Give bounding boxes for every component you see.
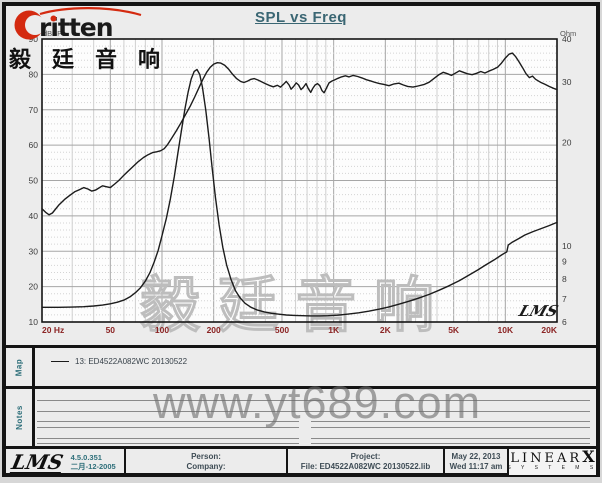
note-rule-line [37,443,299,444]
note-rule-line [311,421,590,422]
footer-project-cell: Project: File: ED4522A082WC 20130522.lib [288,449,445,475]
note-rule-line [37,400,590,401]
plot-border [41,38,558,323]
note-rule-line [37,411,590,412]
header-band: SPL vs Freq [6,6,596,30]
horizontal-gridlines [42,38,557,323]
version-number: 4.5.0.351 [70,453,102,462]
logo-text: ritten [39,13,113,42]
map-content: 13: ED4522A082WC 20130522 [35,348,596,386]
plot-watermark: 毅廷音响 [140,271,452,341]
y-left-tick-label: 40 [29,211,39,221]
notes-label-cell: Notes [6,389,35,446]
note-rule-line [37,421,299,422]
impedance-curve [41,68,558,317]
report-date: May 22, 2013 [451,452,501,461]
note-rule-line [37,438,299,439]
svg-text:LMS: LMS [516,302,561,320]
spl-curve [41,52,558,216]
spl-freq-chart: 毅廷音响 20 Hz 50 100 200 500 1K 2K 5K 10K 20K 90 80 70 60… [29,30,577,342]
x-tick-label: 100 [155,325,169,335]
inplot-lms-logo: LMS [516,302,561,320]
linearx-x: X [582,449,595,466]
legend-entry: 13: ED4522A082WC 20130522 [51,357,187,366]
x-tick-label: 2K [380,325,392,335]
y-left-tick-label: 30 [29,246,39,256]
x-tick-label: 200 [207,325,221,335]
linearx-logo: LINEARX [510,449,595,466]
x-tick-label: 10K [498,325,514,335]
y-right-tick-label: 10 [562,241,572,251]
y-left-tick-label: 60 [29,140,39,150]
y-right-tick-label: 40 [562,34,572,44]
notes-content: www.yt689.com [35,377,596,446]
y-left-tick-label: 90 [29,34,39,44]
note-rule-line [311,443,590,444]
y-left-tick-label: 80 [29,69,39,79]
note-rule-line [311,438,590,439]
legend-entry-label: 13: ED4522A082WC 20130522 [75,357,188,366]
footer-linearx-cell: LINEARX S Y S T E M S [509,449,596,475]
footer-band: LMS 4.5.0.351 二月-12-2005 Person: Company… [6,446,596,475]
x-tick-label: 500 [275,325,289,335]
y-left-labels: 90 80 70 60 50 40 30 20 10 dBSPL [29,30,67,327]
x-axis-labels: 20 Hz 50 100 200 500 1K 2K 5K 10K 20K [42,325,558,335]
y-right-tick-label: 7 [562,294,567,304]
x-tick-label: 5K [448,325,460,335]
version-date: 二月-12-2005 [70,462,116,471]
y-right-tick-label: 30 [562,77,572,87]
report-frame: SPL vs Freq ritten 毅廷音响 毅廷音响 20 Hz 50 100 20… [2,2,600,477]
person-label: Person: [191,452,221,461]
linearx-systems: S Y S T E M S [509,464,596,471]
report-time: Wed 11:17 am [449,462,503,471]
y-right-tick-label: 9 [562,257,567,267]
page-title: SPL vs Freq [255,9,347,26]
logo-i-dot [50,15,57,22]
y-left-tick-label: 50 [29,176,39,186]
map-label: Map [14,358,24,376]
y-right-tick-label: 20 [562,137,572,147]
y-right-axis-title: Ohm [560,30,576,38]
footer-person-cell: Person: Company: [126,449,288,475]
y-right-labels: 40 30 20 10 9 8 7 6 Ohm [560,30,576,327]
project-file: File: ED4522A082WC 20130522.lib [300,462,431,471]
footer-lms-cell: LMS 4.5.0.351 二月-12-2005 [6,449,126,475]
lms-logo: LMS [9,449,66,474]
x-tick-label: 1K [328,325,340,335]
footer-date-cell: May 22, 2013 Wed 11:17 am [445,449,509,475]
brand-chinese-text: 毅廷音响 [9,48,182,73]
chart-section: 毅廷音响 20 Hz 50 100 200 500 1K 2K 5K 10K 20K 90 80 70 60… [6,30,596,345]
legend-line-swatch [51,361,69,362]
brand-logo: ritten [12,7,144,43]
note-rule-line [311,427,590,428]
notes-band: Notes www.yt689.com [6,377,596,446]
y-left-tick-label: 20 [29,282,39,292]
logo-swoosh-arc [39,7,142,17]
y-right-tick-label: 8 [562,274,567,284]
note-rule-line [37,427,299,428]
site-watermark: www.yt689.com [153,377,482,428]
company-label: Company: [186,462,226,471]
x-tick-label: 20 Hz [42,325,64,335]
version-block: 4.5.0.351 二月-12-2005 [71,453,116,471]
y-left-tick-label: 10 [29,317,39,327]
y-left-axis-title: dBSPL [43,30,66,38]
x-tick-label: 20K [541,325,557,335]
y-right-tick-label: 6 [562,317,567,327]
y-left-tick-label: 70 [29,105,39,115]
x-tick-label: 50 [106,325,116,335]
project-label: Project: [350,452,381,461]
map-band: Map 13: ED4522A082WC 20130522 [6,345,596,386]
map-label-cell: Map [6,348,35,386]
notes-label: Notes [14,405,24,430]
